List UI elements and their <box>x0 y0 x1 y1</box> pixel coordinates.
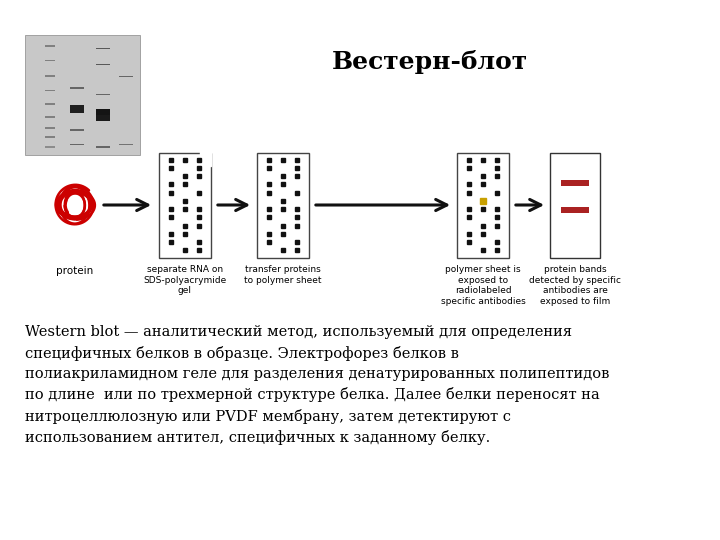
Bar <box>70 87 84 89</box>
Bar <box>70 130 84 131</box>
Bar <box>45 127 55 129</box>
Bar <box>45 59 55 62</box>
Text: protein: protein <box>56 266 94 275</box>
Bar <box>550 152 600 258</box>
Bar <box>257 152 309 258</box>
Bar <box>561 180 589 186</box>
Bar <box>457 152 509 258</box>
Text: Western blot — аналитический метод, используемый для определения
специфичных бел: Western blot — аналитический метод, испо… <box>25 325 609 446</box>
Bar <box>96 93 110 95</box>
Bar <box>45 137 55 138</box>
Text: polymer sheet is
exposed to
radiolabeled
specific antibodies: polymer sheet is exposed to radiolabeled… <box>441 266 526 306</box>
Bar <box>45 146 55 148</box>
Bar <box>120 144 133 145</box>
Text: transfer proteins
to polymer sheet: transfer proteins to polymer sheet <box>244 266 322 285</box>
Text: Вестерн-блот: Вестерн-блот <box>332 50 528 74</box>
Bar <box>45 90 55 91</box>
Bar <box>96 146 110 148</box>
Bar <box>45 45 55 47</box>
Bar <box>45 103 55 105</box>
Bar <box>70 105 84 113</box>
Bar <box>96 116 110 122</box>
Bar <box>561 207 589 213</box>
Bar <box>120 76 133 77</box>
Bar <box>96 48 110 49</box>
Text: protein bands
detected by specific
antibodies are
exposed to film: protein bands detected by specific antib… <box>529 266 621 306</box>
Bar <box>199 151 211 166</box>
Bar <box>70 144 84 145</box>
Bar <box>159 152 211 258</box>
Bar <box>70 105 84 113</box>
Bar <box>96 64 110 65</box>
Text: separate RNA on
SDS-polyacrymide
gel: separate RNA on SDS-polyacrymide gel <box>143 266 227 295</box>
Bar <box>45 75 55 77</box>
Bar <box>45 116 55 118</box>
Bar <box>25 35 140 155</box>
Bar <box>96 110 110 116</box>
